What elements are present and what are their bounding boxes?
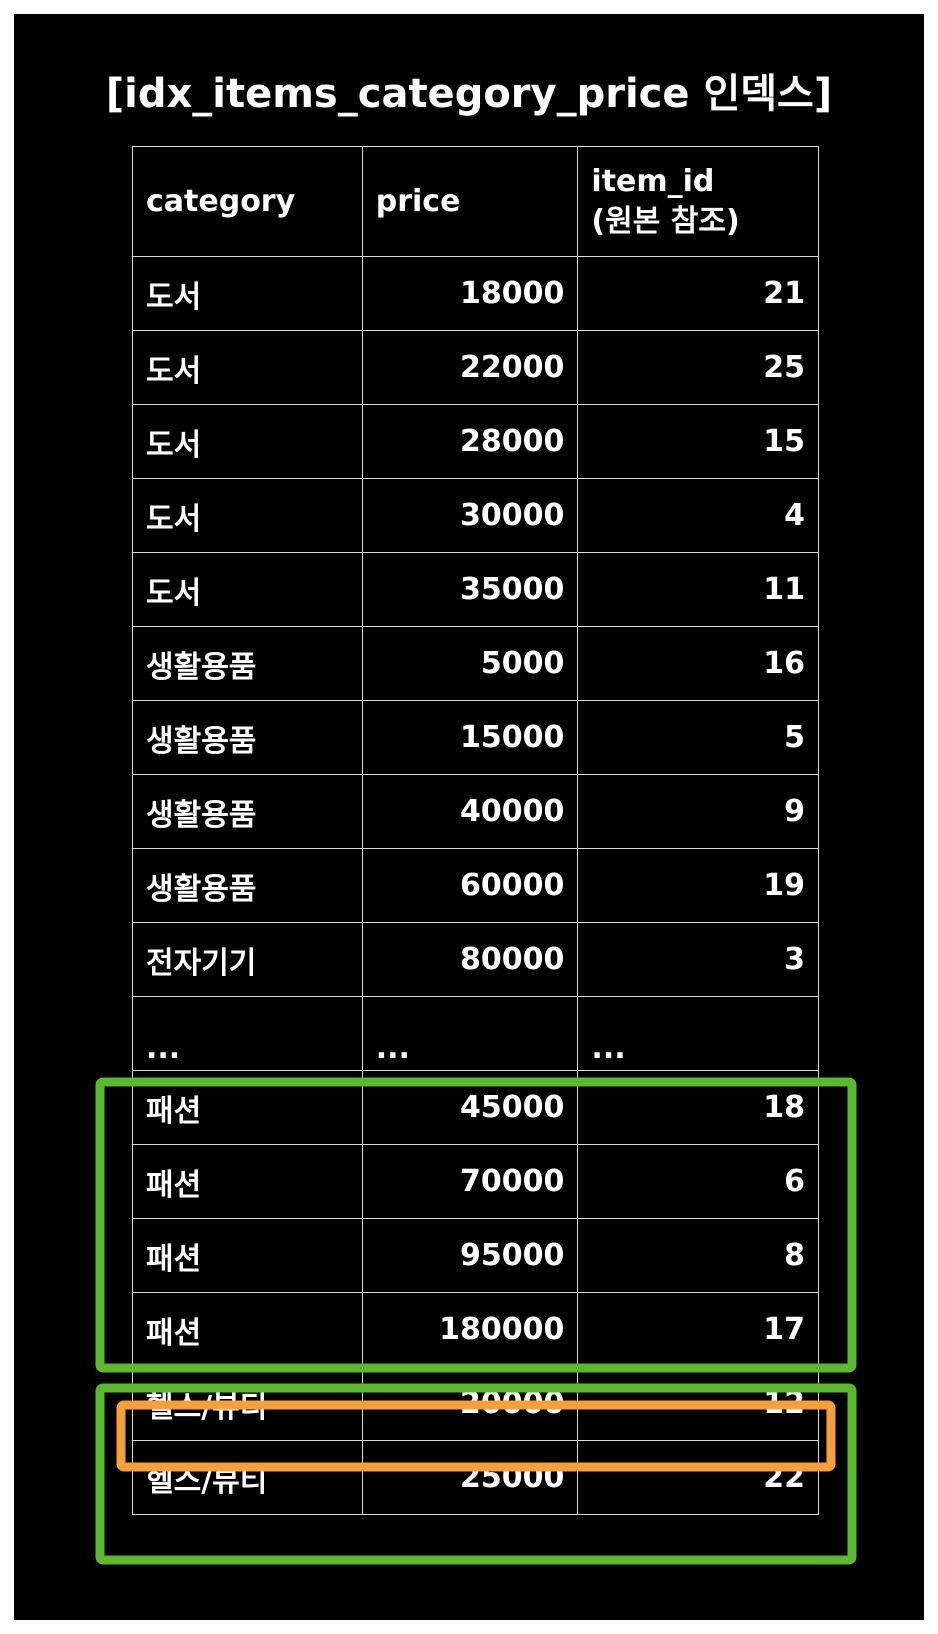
cell-category: 패션 — [132, 1218, 363, 1293]
cell-item-id: 3 — [577, 922, 819, 997]
cell-category: 도서 — [132, 330, 363, 405]
cell-price: 35000 — [361, 552, 579, 627]
cell-price: 70000 — [361, 1144, 579, 1219]
table-row: 생활용품 15000 5 — [132, 700, 819, 775]
cell-price: 28000 — [361, 404, 579, 479]
cell-item-id: 5 — [577, 700, 819, 775]
cell-price: 30000 — [361, 478, 579, 553]
cell-item-id: 21 — [577, 256, 819, 331]
cell-item-id: 22 — [577, 1440, 819, 1515]
cell-category: 생활용품 — [132, 848, 363, 923]
cell-item-id: 12 — [577, 1366, 819, 1441]
cell-item-id: 8 — [577, 1218, 819, 1293]
header-price: price — [361, 146, 579, 257]
cell-category: 패션 — [132, 1292, 363, 1367]
cell-price: 45000 — [361, 1070, 579, 1145]
header-item-id-line2: (원본 참조) — [591, 203, 740, 239]
cell-item-id: 17 — [577, 1292, 819, 1367]
table-row: 생활용품 60000 19 — [132, 848, 819, 923]
cell-price: 60000 — [361, 848, 579, 923]
table-row: 헬스/뷰티 25000 22 — [132, 1440, 819, 1515]
cell-item-id: 11 — [577, 552, 819, 627]
cell-price: 25000 — [361, 1440, 579, 1515]
cell-category: 생활용품 — [132, 700, 363, 775]
cell-category: 도서 — [132, 256, 363, 331]
cell-category: 헬스/뷰티 — [132, 1440, 363, 1515]
table-row-ellipsis: ... ... ... — [132, 996, 819, 1071]
cell-item-id: 15 — [577, 404, 819, 479]
cell-item-id: 19 — [577, 848, 819, 923]
table-row: 도서 22000 25 — [132, 330, 819, 405]
cell-category: 패션 — [132, 1144, 363, 1219]
cell-price: 40000 — [361, 774, 579, 849]
cell-category: 전자기기 — [132, 922, 363, 997]
table-row: 도서 18000 21 — [132, 256, 819, 331]
cell-item-id: 6 — [577, 1144, 819, 1219]
diagram-title: [idx_items_category_price 인덱스] — [105, 71, 833, 117]
table-row: 헬스/뷰티 20000 12 — [132, 1366, 819, 1441]
index-table: category price item_id (원본 참조) 도서 18000 … — [132, 146, 819, 1515]
cell-item-id: 18 — [577, 1070, 819, 1145]
table-row: 도서 28000 15 — [132, 404, 819, 479]
cell-price: 22000 — [361, 330, 579, 405]
table-row: 도서 30000 4 — [132, 478, 819, 553]
cell-price: 18000 — [361, 256, 579, 331]
table-row: 도서 35000 11 — [132, 552, 819, 627]
cell-item-id: 4 — [577, 478, 819, 553]
cell-category: 생활용품 — [132, 774, 363, 849]
header-category: category — [132, 146, 363, 257]
cell-category: 도서 — [132, 404, 363, 479]
table-row: 패션 180000 17 — [132, 1292, 819, 1367]
cell-category: 도서 — [132, 552, 363, 627]
table-row: 패션 45000 18 — [132, 1070, 819, 1145]
cell-item-id: 25 — [577, 330, 819, 405]
cell-price: 180000 — [361, 1292, 579, 1367]
table-row: 생활용품 40000 9 — [132, 774, 819, 849]
cell-category: 헬스/뷰티 — [132, 1366, 363, 1441]
cell-category: 패션 — [132, 1070, 363, 1145]
cell-price: ... — [361, 996, 579, 1071]
cell-price: 95000 — [361, 1218, 579, 1293]
cell-category: ... — [132, 996, 363, 1071]
cell-item-id: 16 — [577, 626, 819, 701]
cell-price: 80000 — [361, 922, 579, 997]
table-row: 패션 70000 6 — [132, 1144, 819, 1219]
table-row: 패션 95000 8 — [132, 1218, 819, 1293]
header-item-id: item_id (원본 참조) — [577, 146, 819, 257]
cell-item-id: ... — [577, 996, 819, 1071]
cell-category: 도서 — [132, 478, 363, 553]
cell-category: 생활용품 — [132, 626, 363, 701]
table-row: 생활용품 5000 16 — [132, 626, 819, 701]
cell-item-id: 9 — [577, 774, 819, 849]
table-row: 전자기기 80000 3 — [132, 922, 819, 997]
cell-price: 5000 — [361, 626, 579, 701]
header-item-id-line1: item_id — [591, 163, 715, 199]
table-header-row: category price item_id (원본 참조) — [132, 146, 819, 257]
cell-price: 20000 — [361, 1366, 579, 1441]
cell-price: 15000 — [361, 700, 579, 775]
